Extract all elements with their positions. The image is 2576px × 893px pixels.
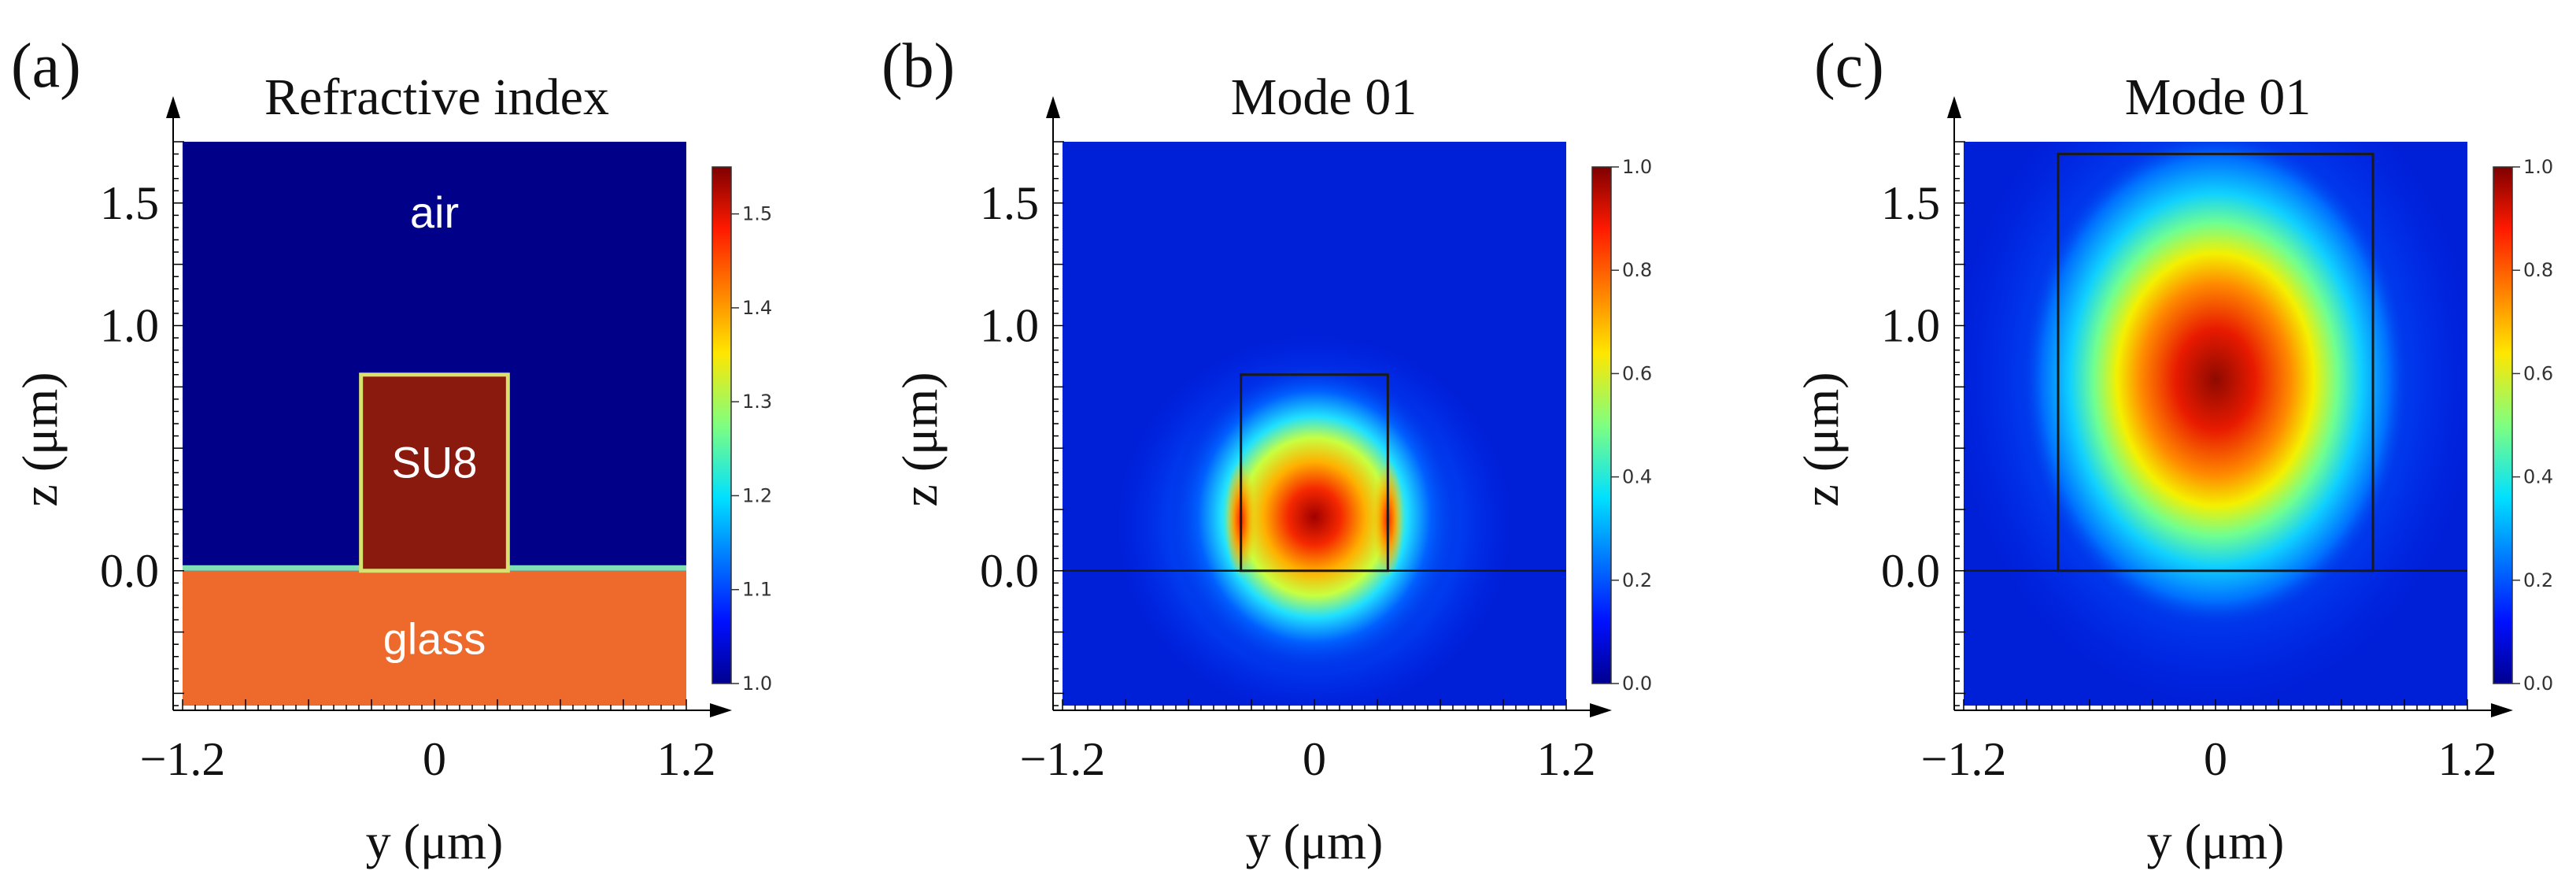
x-tick-label: 1.2 — [657, 733, 716, 785]
z-axis-arrow — [1947, 96, 1961, 118]
x-axis-label: y (μm) — [366, 813, 504, 869]
colorbar-tick-label: 0.6 — [1622, 362, 1652, 384]
x-tick-label: 1.2 — [2438, 733, 2497, 785]
colorbar-tick-label: 1.5 — [742, 203, 772, 225]
panel-b: (b) Mode 01 −1.2 0 1.2 1.5 1.0 0.0 y (μm) z (μm) 0… — [881, 31, 1652, 869]
region-label-glass: glass — [383, 614, 486, 664]
colorbar-tick-label: 0.8 — [1622, 259, 1652, 281]
colorbar-tick-label: 1.2 — [742, 484, 772, 506]
y-tick-label: 1.0 — [100, 299, 159, 351]
y-tick-label: 0.0 — [980, 545, 1039, 597]
plot-title: Refractive index — [264, 69, 609, 126]
x-tick-label: 0 — [2204, 733, 2227, 785]
x-tick-label: −1.2 — [1020, 733, 1106, 785]
colorbar — [2493, 166, 2513, 684]
plot-title: Mode 01 — [2125, 69, 2311, 126]
x-tick-label: 0 — [1303, 733, 1326, 785]
y-tick-label: 1.5 — [980, 177, 1039, 229]
colorbar-tick-label: 0.2 — [1622, 569, 1652, 591]
x-tick-label: −1.2 — [1921, 733, 2007, 785]
waveguide-outline — [2057, 153, 2375, 572]
y-tick-label: 1.5 — [100, 177, 159, 229]
colorbar-tick-label: 1.3 — [742, 391, 772, 413]
colorbar-tick-label: 0.0 — [1622, 673, 1652, 695]
colorbar-tick-label: 0.8 — [2523, 259, 2553, 281]
x-axis-label: y (μm) — [1246, 813, 1384, 869]
x-axis-label: y (μm) — [2147, 813, 2285, 869]
colorbar-tick-label: 0.0 — [2523, 673, 2553, 695]
x-tick-label: 0 — [423, 733, 446, 785]
colorbar-tick-label: 1.0 — [1622, 156, 1652, 178]
region-label-su8: SU8 — [392, 437, 478, 487]
region-label-air: air — [410, 187, 459, 237]
y-tick-label: 0.0 — [100, 545, 159, 597]
y-tick-label: 1.0 — [1881, 299, 1940, 351]
z-axis-arrow — [166, 96, 180, 118]
panel-a: (a) Refractive index air SU8 glass −1.2 0 1.2 1.… — [11, 31, 772, 869]
panel-label: (b) — [881, 31, 955, 101]
colorbar-tick-label: 0.6 — [2523, 362, 2553, 384]
glass-region — [183, 570, 686, 706]
plot-area — [1063, 142, 1566, 706]
colorbar-tick-label: 0.4 — [1622, 466, 1652, 488]
z-axis-arrow — [1046, 96, 1060, 118]
colorbar — [1591, 166, 1612, 684]
plot-title: Mode 01 — [1231, 69, 1417, 126]
x-tick-label: −1.2 — [140, 733, 226, 785]
y-axis-label: z (μm) — [12, 372, 68, 506]
su8-region — [359, 372, 510, 573]
panel-label: (a) — [11, 31, 81, 101]
panel-label: (c) — [1814, 31, 1884, 101]
y-tick-label: 0.0 — [1881, 545, 1940, 597]
colorbar-tick-label: 0.4 — [2523, 466, 2553, 488]
mode-profile — [1169, 359, 1460, 675]
y-axis-label: z (μm) — [1793, 372, 1849, 506]
panel-c: (c) Mode 01 −1.2 0 1.2 1.5 1.0 0.0 y (μm) z (μm) 0… — [1793, 31, 2553, 869]
waveguide-outline — [1240, 373, 1389, 572]
y-axis-label: z (μm) — [892, 372, 948, 506]
plot-area — [1964, 142, 2467, 706]
plot-area — [183, 142, 686, 706]
y-axis-arrow — [1590, 703, 1612, 717]
colorbar-tick-label: 1.4 — [742, 297, 772, 319]
colorbar-tick-label: 1.1 — [742, 579, 772, 601]
colorbar-tick-label: 1.0 — [2523, 156, 2553, 178]
y-axis-arrow — [2491, 703, 2513, 717]
y-axis-arrow — [710, 703, 732, 717]
colorbar-tick-label: 1.0 — [742, 673, 772, 695]
colorbar — [711, 166, 732, 684]
y-tick-label: 1.5 — [1881, 177, 1940, 229]
x-tick-label: 1.2 — [1537, 733, 1596, 785]
colorbar-tick-label: 0.2 — [2523, 569, 2553, 591]
mode-profile — [2019, 142, 2412, 632]
y-tick-label: 1.0 — [980, 299, 1039, 351]
